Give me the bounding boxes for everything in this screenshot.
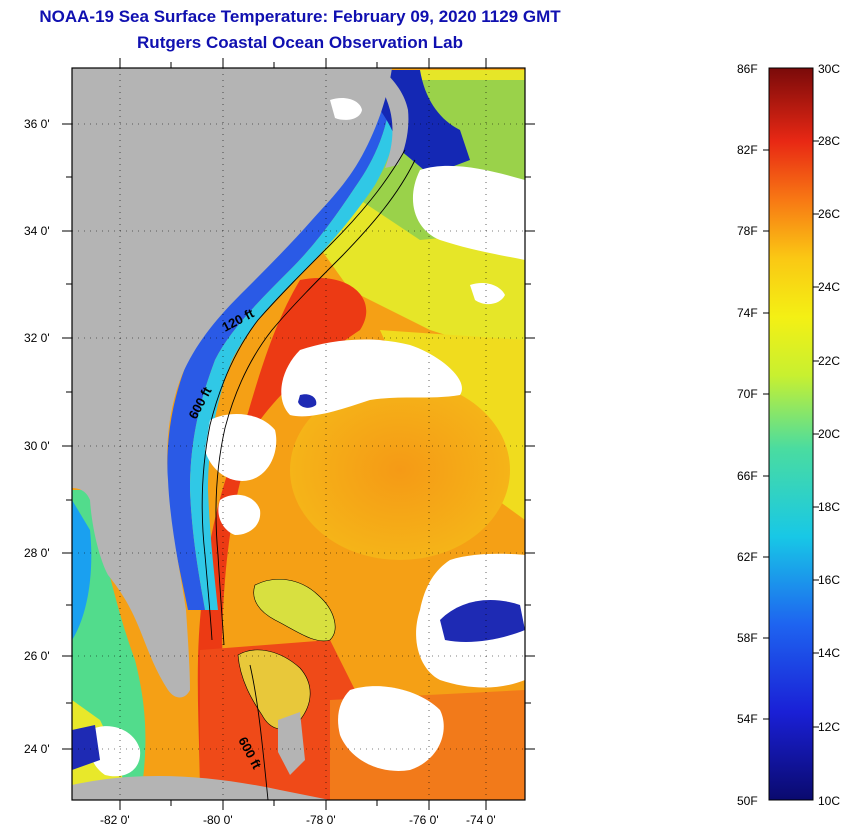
colorbar-ticks [763, 140, 819, 728]
isobath-600ft-south [249, 664, 269, 800]
lon-label-78: -78 0' [306, 813, 336, 827]
cbar-f-78: 78F [737, 224, 758, 238]
lat-label-24: 24 0' [24, 742, 50, 756]
map-ticks [62, 58, 535, 810]
cbar-f-86: 86F [737, 62, 758, 76]
land-southeast-us [72, 68, 392, 698]
cbar-c-22: 22C [818, 354, 841, 368]
lon-label-82: -82 0' [100, 813, 130, 827]
lat-label-26: 26 0' [24, 649, 50, 663]
map-subtitle: Rutgers Coastal Ocean Observation Lab [137, 33, 463, 52]
little-bahama-bank [253, 579, 336, 642]
cbar-f-50: 50F [737, 794, 758, 808]
cbar-f-66: 66F [737, 469, 758, 483]
cbar-c-20: 20C [818, 427, 841, 441]
ocean-warm-eddy [290, 380, 510, 560]
map-frame [71, 67, 526, 801]
coastal-cool-band [167, 70, 391, 610]
isobath-120ft [201, 149, 406, 641]
cbar-f-54: 54F [737, 712, 758, 726]
andros-island [278, 712, 305, 775]
lat-label-36: 36 0' [24, 117, 50, 131]
cbar-c-28: 28C [818, 134, 841, 148]
cloud-cover [88, 98, 525, 777]
cbar-f-58: 58F [737, 631, 758, 645]
coastal-transition-band [190, 70, 399, 610]
isobath-600ft [215, 159, 416, 646]
cbar-c-26: 26C [818, 207, 841, 221]
gulf-cool-water [72, 500, 92, 640]
lat-label-30: 30 0' [24, 439, 50, 453]
cbar-c-16: 16C [818, 573, 841, 587]
cbar-c-30: 30C [818, 62, 841, 76]
lon-label-74: -74 0' [466, 813, 496, 827]
lon-label-76: -76 0' [409, 813, 439, 827]
cbar-c-10: 10C [818, 794, 841, 808]
cbar-c-14: 14C [818, 646, 841, 660]
map-title: NOAA-19 Sea Surface Temperature: Februar… [39, 7, 561, 26]
cbar-c-12: 12C [818, 720, 841, 734]
cbar-c-24: 24C [818, 280, 841, 294]
land-outer-banks [370, 68, 409, 168]
lon-label-80: -80 0' [203, 813, 233, 827]
lat-label-28: 28 0' [24, 546, 50, 560]
graticule [72, 68, 525, 800]
cool-patches [72, 394, 525, 770]
cbar-f-82: 82F [737, 143, 758, 157]
lat-label-32: 32 0' [24, 331, 50, 345]
cbar-c-18: 18C [818, 500, 841, 514]
colorbar [768, 67, 814, 801]
cbar-f-74: 74F [737, 306, 758, 320]
lat-label-34: 34 0' [24, 224, 50, 238]
cbar-f-62: 62F [737, 550, 758, 564]
land-cuba [72, 775, 330, 800]
cbar-f-70: 70F [737, 387, 758, 401]
